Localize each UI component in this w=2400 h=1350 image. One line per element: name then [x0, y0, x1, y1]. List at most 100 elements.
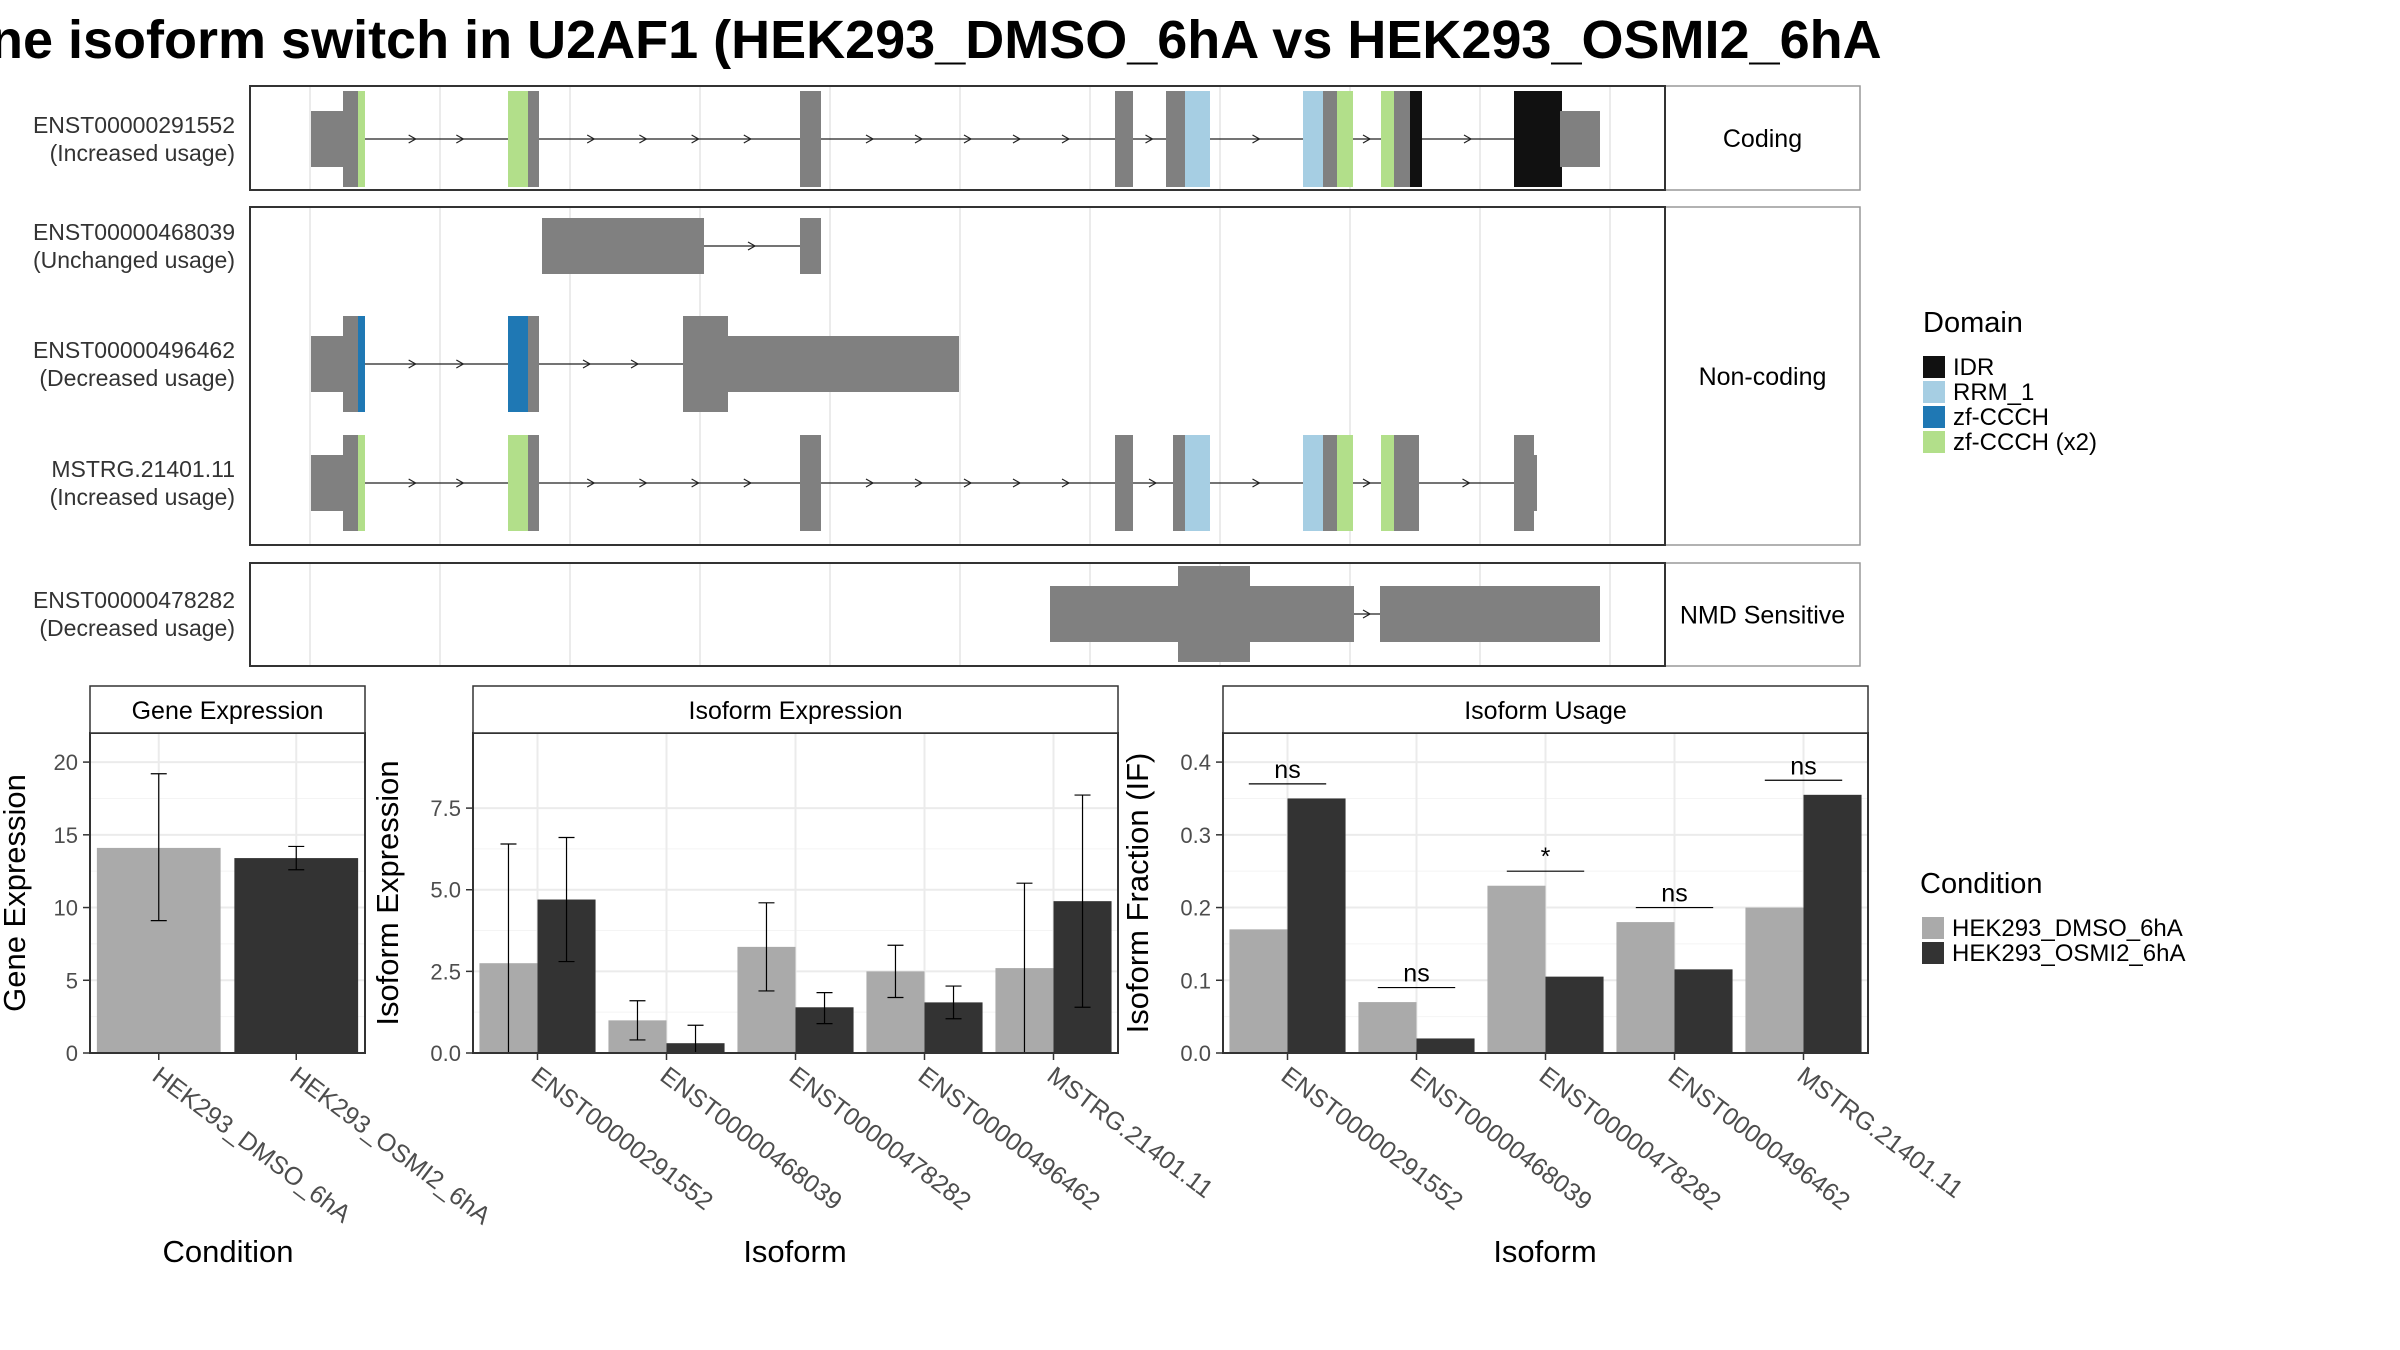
intron-arrow — [1462, 478, 1471, 488]
intron-arrow — [1012, 478, 1022, 488]
intron-arrow — [630, 359, 640, 369]
y-tick-label: 0.1 — [1180, 968, 1211, 993]
exon-block — [1185, 435, 1210, 531]
figure-title: ne isoform switch in U2AF1 (HEK293_DMSO_… — [0, 10, 1882, 70]
transcript-usage-label: (Increased usage) — [50, 484, 235, 510]
condition-legend-label: HEK293_OSMI2_6hA — [1952, 940, 2185, 967]
exon-block — [1115, 91, 1133, 187]
structure-panel-bg — [250, 86, 1665, 190]
transcript-id-label: ENST00000468039 — [33, 219, 235, 245]
y-tick-label: 10 — [54, 896, 78, 921]
legend-key-zf-ccch — [1923, 406, 1945, 428]
legend-key-condition — [1922, 942, 1944, 964]
y-tick-label: 15 — [54, 823, 78, 848]
exon-block — [1323, 91, 1337, 187]
bar — [1487, 885, 1546, 1053]
structure-panel-border — [249, 206, 1666, 546]
legend-key-condition — [1922, 917, 1944, 939]
facet-strip-label: Coding — [1723, 125, 1802, 153]
intron-arrow — [914, 134, 924, 144]
exon-block — [1337, 91, 1353, 187]
legend-key-rrm-1 — [1923, 381, 1945, 403]
y-tick-label: 0.3 — [1180, 823, 1211, 848]
exon-block — [1303, 435, 1325, 531]
y-tick-label: 2.5 — [430, 959, 461, 984]
intron-arrow — [1012, 134, 1022, 144]
transcript-id-label: MSTRG.21401.11 — [51, 456, 235, 482]
exon-block — [1514, 435, 1534, 531]
significance-label: ns — [1274, 756, 1300, 784]
y-tick-label: 0.2 — [1180, 896, 1211, 921]
intron-arrow — [1362, 134, 1372, 144]
exon-block — [1248, 586, 1354, 642]
intron-arrow — [691, 478, 700, 488]
intron-arrow — [865, 478, 875, 488]
exon-block — [1185, 91, 1210, 187]
exon-block — [528, 91, 539, 187]
y-tick-label: 0 — [66, 1041, 78, 1066]
legend-key-zf-ccch-x2- — [1923, 431, 1945, 453]
exon-block — [1514, 91, 1562, 187]
intron-arrow — [408, 478, 417, 488]
exon-block — [726, 336, 959, 392]
chart-title: Gene Expression — [132, 697, 324, 725]
facet-strip — [1664, 85, 1861, 191]
facet-strip-label: Non-coding — [1699, 363, 1827, 391]
exon-block — [311, 455, 344, 511]
facet-strip — [89, 685, 366, 734]
transcript-id-label: ENST00000291552 — [33, 112, 235, 138]
significance-label: ns — [1403, 960, 1429, 988]
exon-block — [343, 435, 361, 531]
isoform-expression-chart: ENST00000291552ENST00000468039ENST000004… — [370, 685, 1218, 1269]
exon-block — [311, 111, 344, 167]
transcript-id-label: ENST00000478282 — [33, 587, 235, 613]
exon-block — [508, 91, 530, 187]
exon-block — [1560, 111, 1600, 167]
y-axis-title: Gene Expression — [0, 774, 32, 1012]
condition-legend-label: HEK293_DMSO_6hA — [1952, 915, 2183, 942]
facet-strip — [1664, 562, 1861, 667]
intron-arrow — [914, 478, 924, 488]
domain-legend-label: zf-CCCH (x2) — [1953, 429, 2097, 456]
exon-block — [358, 435, 365, 531]
bar — [1287, 798, 1346, 1053]
x-axis-title: Isoform — [743, 1234, 846, 1269]
intron-arrow — [639, 134, 648, 144]
exon-block — [1337, 435, 1353, 531]
exon-block — [1303, 91, 1325, 187]
x-axis-title: Isoform — [1493, 1234, 1596, 1269]
y-axis-title: Isoform Expression — [370, 760, 405, 1025]
intron-arrow — [747, 241, 757, 251]
y-tick-label: 0.0 — [1180, 1041, 1211, 1066]
exon-block — [1380, 586, 1600, 642]
transcript-usage-label: (Decreased usage) — [39, 365, 235, 391]
intron-arrow — [456, 134, 465, 144]
y-tick-label: 0.0 — [430, 1041, 461, 1066]
exon-block — [508, 316, 530, 412]
exon-block — [1532, 455, 1537, 511]
bar — [1416, 1038, 1475, 1053]
intron-arrow — [963, 478, 973, 488]
exon-block — [358, 91, 365, 187]
exon-block — [1410, 91, 1422, 187]
intron-arrow — [743, 478, 753, 488]
exon-block — [1394, 91, 1412, 187]
significance-label: ns — [1790, 752, 1816, 780]
bar — [1616, 922, 1675, 1053]
y-tick-label: 0.4 — [1180, 750, 1211, 775]
chart-title: Isoform Expression — [689, 697, 903, 725]
chart-title: Isoform Usage — [1464, 697, 1627, 725]
structure-panel-border — [249, 85, 1666, 191]
significance-label: ns — [1661, 880, 1687, 908]
facet-strip — [1222, 685, 1869, 734]
transcript-usage-label: (Decreased usage) — [39, 615, 235, 641]
gene-expression-chart: HEK293_DMSO_6hAHEK293_OSMI2_6hA05101520G… — [0, 685, 496, 1269]
exon-block — [800, 435, 821, 531]
exon-block — [1381, 435, 1396, 531]
domain-legend-label: RRM_1 — [1953, 379, 2034, 406]
intron-arrow — [456, 478, 465, 488]
x-axis-title: Condition — [163, 1234, 294, 1269]
exon-block — [508, 435, 530, 531]
y-tick-label: 7.5 — [430, 796, 461, 821]
facet-strip — [472, 685, 1119, 734]
